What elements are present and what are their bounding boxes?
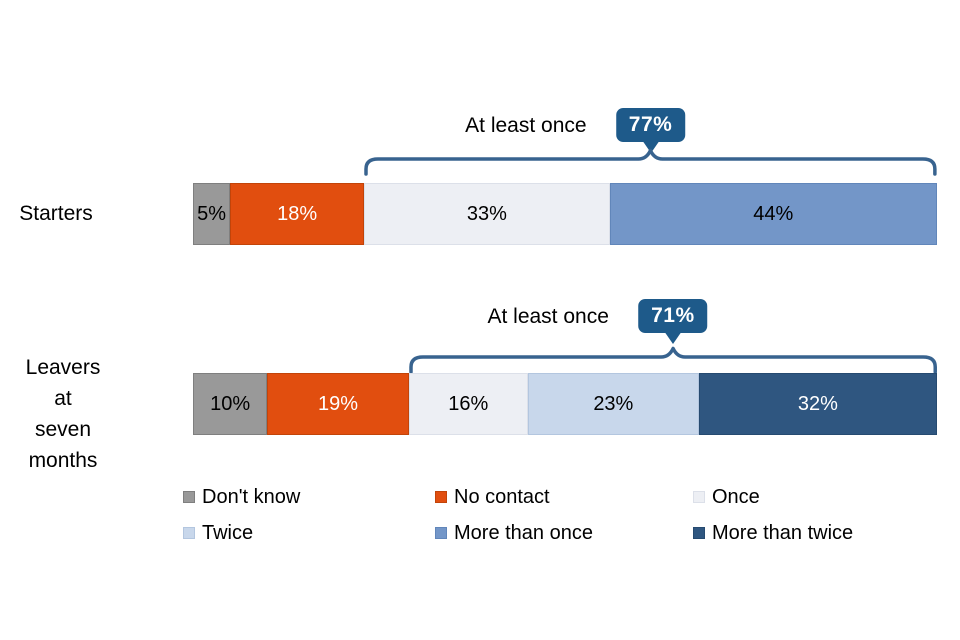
annotation-value: 71%	[651, 304, 695, 327]
legend-item-more-than-once: More than once	[435, 522, 693, 545]
brace-bracket	[364, 148, 937, 176]
legend-swatch-once	[693, 491, 705, 503]
row-label-starters: Starters	[19, 202, 93, 225]
annotation-text: At least once	[487, 305, 609, 328]
legend-label: Once	[712, 485, 760, 508]
segment-no-contact: 19%	[267, 373, 409, 435]
annotation-value-badge: 77%	[615, 108, 686, 142]
legend-label: Don't know	[202, 485, 301, 508]
legend-label: More than once	[454, 521, 593, 544]
segment-once: 33%	[364, 183, 610, 245]
segment-dont-know: 5%	[193, 183, 231, 245]
legend-item-more-than-twice: More than twice	[693, 522, 960, 545]
legend-item-no-contact: No contact	[435, 486, 693, 509]
segment-once: 16%	[408, 373, 528, 435]
legend-item-once: Once	[693, 486, 960, 509]
legend-swatch-no-contact	[435, 491, 447, 503]
annotation-text: At least once	[465, 114, 587, 137]
brace-bracket	[408, 346, 937, 374]
row-label-leavers: Leavers at seven months	[25, 356, 101, 472]
annotation-value: 77%	[628, 113, 673, 136]
annotation-value-badge: 71%	[638, 299, 708, 333]
legend-item-dont-know: Don't know	[183, 486, 435, 509]
bar-leavers: 10% 19% 16% 23% 32%	[193, 373, 937, 435]
legend-swatch-more-than-once	[435, 527, 447, 539]
legend-item-twice: Twice	[183, 522, 435, 545]
legend: Don't know No contact Once Twice More th…	[183, 479, 960, 551]
legend-swatch-dont-know	[183, 491, 195, 503]
segment-dont-know: 10%	[193, 373, 268, 435]
badge-pointer	[663, 331, 682, 344]
legend-label: No contact	[454, 485, 550, 508]
legend-swatch-more-than-twice	[693, 527, 705, 539]
legend-swatch-twice	[183, 527, 195, 539]
legend-label: More than twice	[712, 521, 854, 544]
segment-no-contact: 18%	[230, 183, 365, 245]
segment-twice: 23%	[527, 373, 699, 435]
badge-pointer	[641, 140, 660, 153]
segment-more-than-once: 44%	[609, 183, 937, 245]
legend-label: Twice	[202, 521, 254, 544]
bar-starters: 5% 18% 33% 44%	[193, 183, 937, 245]
segment-more-than-twice: 32%	[698, 373, 937, 435]
